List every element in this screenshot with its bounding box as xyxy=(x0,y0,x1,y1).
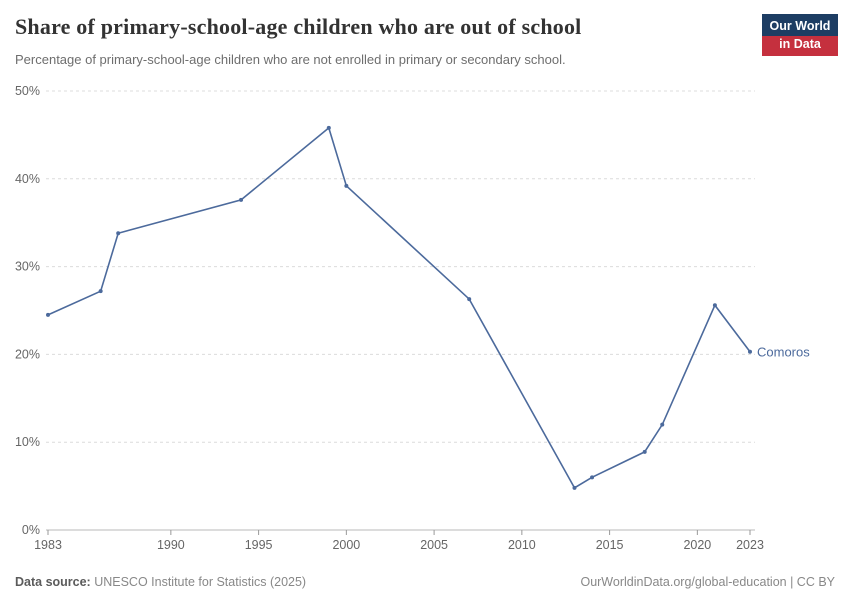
chart-footer: Data source: UNESCO Institute for Statis… xyxy=(15,575,835,589)
owid-logo[interactable]: Our World in Data xyxy=(762,14,838,57)
page-title: Share of primary-school-age children who… xyxy=(15,14,582,39)
data-source-text: Data source: UNESCO Institute for Statis… xyxy=(15,575,306,589)
x-axis-label: 2010 xyxy=(508,538,536,552)
x-axis-label: 2005 xyxy=(420,538,448,552)
y-axis-label: 20% xyxy=(15,347,40,361)
owid-logo-line1: Our World xyxy=(769,19,831,33)
y-axis-label: 30% xyxy=(15,260,40,274)
series-label[interactable]: Comoros xyxy=(757,344,810,359)
data-point[interactable] xyxy=(572,485,577,490)
data-point[interactable] xyxy=(46,312,50,317)
series-line-comoros[interactable] xyxy=(47,126,751,489)
data-point[interactable] xyxy=(116,231,121,236)
data-point[interactable] xyxy=(712,303,717,308)
page-subtitle: Percentage of primary-school-age childre… xyxy=(15,52,566,67)
y-axis-label: 10% xyxy=(15,435,40,449)
y-axis-label: 50% xyxy=(15,84,40,98)
data-source-value: UNESCO Institute for Statistics (2025) xyxy=(90,575,307,589)
x-axis-label: 1990 xyxy=(157,538,185,552)
credit-link[interactable]: OurWorldinData.org/global-education | CC… xyxy=(580,575,835,589)
data-point[interactable] xyxy=(467,297,472,302)
data-point[interactable] xyxy=(590,475,595,480)
x-axis-label: 1983 xyxy=(34,538,62,552)
x-axis-label: 2023 xyxy=(736,538,764,552)
data-point[interactable] xyxy=(98,289,103,294)
data-point[interactable] xyxy=(748,349,752,354)
data-source-label: Data source: xyxy=(15,575,91,589)
data-point[interactable] xyxy=(239,197,244,202)
x-axis-label: 2020 xyxy=(683,538,711,552)
data-point[interactable] xyxy=(344,183,349,188)
y-axis-label: 40% xyxy=(15,172,40,186)
y-axis-label: 0% xyxy=(22,523,40,537)
data-point[interactable] xyxy=(660,422,665,427)
x-axis-label: 2015 xyxy=(596,538,624,552)
data-point[interactable] xyxy=(326,125,331,130)
x-axis-label: 2000 xyxy=(332,538,360,552)
data-point[interactable] xyxy=(642,449,647,454)
x-axis-label: 1995 xyxy=(245,538,273,552)
owid-logo-line2: in Data xyxy=(762,35,838,57)
